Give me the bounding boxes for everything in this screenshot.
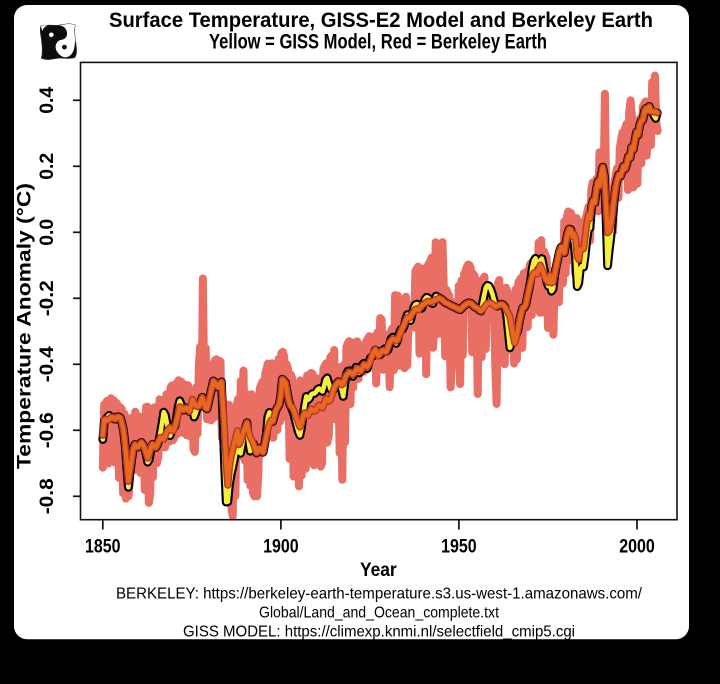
svg-text:Temperature Anomaly (°C): Temperature Anomaly (°C) — [15, 183, 36, 469]
svg-text:2000: 2000 — [619, 537, 655, 558]
svg-text:0.4: 0.4 — [37, 86, 58, 113]
svg-text:-0.4: -0.4 — [37, 346, 58, 382]
svg-text:Surface Temperature, GISS-E2 M: Surface Temperature, GISS-E2 Model and B… — [109, 9, 653, 32]
svg-text:-0.6: -0.6 — [37, 412, 58, 448]
svg-text:0.0: 0.0 — [37, 219, 58, 246]
svg-text:1850: 1850 — [85, 537, 121, 558]
svg-text:-0.2: -0.2 — [37, 280, 58, 316]
svg-text:1950: 1950 — [441, 537, 477, 558]
svg-text:GISS MODEL: https://climexp.kn: GISS MODEL: https://climexp.knmi.nl/sele… — [183, 624, 575, 641]
svg-text:BERKELEY: https://berkeley-ear: BERKELEY: https://berkeley-earth-tempera… — [116, 586, 643, 603]
svg-text:Yellow = GISS Model, Red = Ber: Yellow = GISS Model, Red = Berkeley Eart… — [209, 31, 547, 54]
svg-text:1900: 1900 — [263, 537, 299, 558]
svg-text:-0.8: -0.8 — [37, 478, 58, 514]
svg-text:Year: Year — [360, 560, 397, 581]
svg-text:0.2: 0.2 — [37, 153, 58, 180]
svg-text:Global/Land_and_Ocean_complete: Global/Land_and_Ocean_complete.txt — [259, 605, 499, 622]
